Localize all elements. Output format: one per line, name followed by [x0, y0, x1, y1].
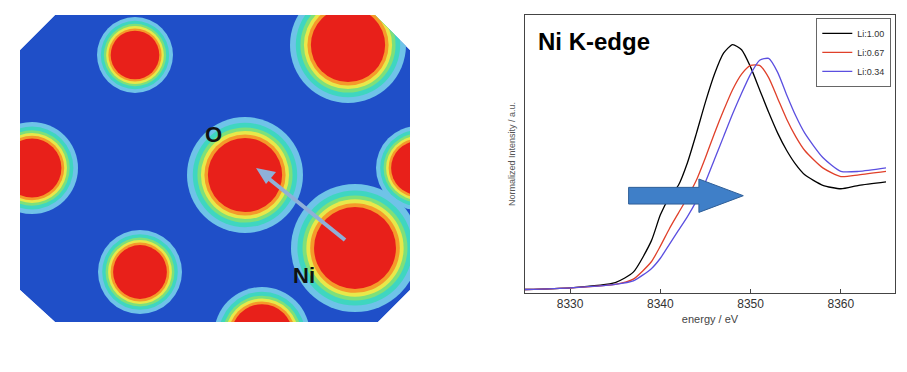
svg-text:Li:1.00: Li:1.00	[857, 29, 884, 39]
svg-text:Ni K-edge: Ni K-edge	[538, 28, 650, 55]
svg-text:Ni: Ni	[293, 263, 315, 288]
svg-text:Li:0.34: Li:0.34	[857, 67, 884, 77]
svg-text:8330: 8330	[557, 297, 584, 311]
svg-text:8350: 8350	[737, 297, 764, 311]
svg-text:O: O	[205, 122, 222, 147]
svg-text:8340: 8340	[647, 297, 674, 311]
svg-text:Normalized Intensity / a.u.: Normalized Intensity / a.u.	[507, 102, 517, 206]
svg-text:Li:0.67: Li:0.67	[857, 48, 884, 58]
svg-text:8360: 8360	[827, 297, 854, 311]
svg-text:energy / eV: energy / eV	[682, 313, 739, 325]
